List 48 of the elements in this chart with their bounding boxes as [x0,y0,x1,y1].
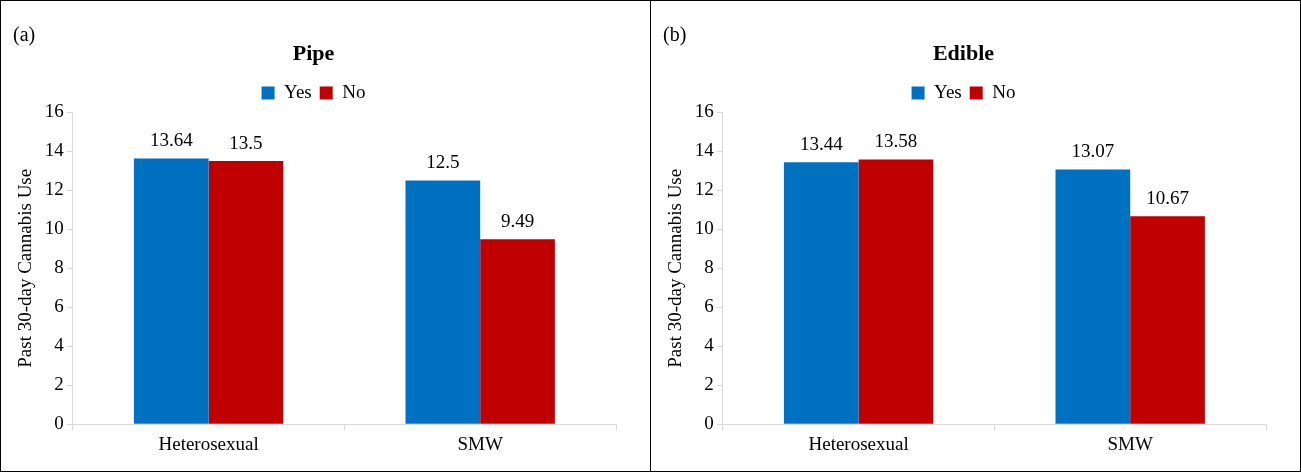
chart-title: Pipe [292,39,335,65]
y-tick-label: 12 [694,178,714,200]
y-tick-label: 12 [44,178,64,200]
y-tick-label: 14 [44,139,65,161]
data-label: 12.5 [426,151,460,173]
legend-label: Yes [284,80,312,102]
y-tick-label: 0 [54,412,64,434]
text: (b) [663,23,687,46]
bar [783,162,859,424]
bar [405,180,481,424]
legend-label: No [342,80,366,102]
legend-label: No [992,80,1016,102]
data-label: 13.44 [799,132,844,154]
data-label: 13.07 [1071,139,1115,161]
x-tick-label: Heterosexual [158,432,259,454]
y-tick-label: 16 [44,100,64,122]
data-label: 13.58 [874,130,918,152]
x-tick-label: Heterosexual [808,432,909,454]
y-tick-label: 16 [694,100,714,122]
legend-label: Yes [934,80,962,102]
y-tick-label: 10 [44,217,64,239]
y-tick-label: 4 [704,334,715,356]
x-tick-label: SMW [457,432,503,454]
chart-title: Edible [932,39,995,65]
bar [208,161,284,424]
y-tick-label: 6 [704,295,714,317]
y-tick-label: 8 [54,256,64,278]
bar [133,158,209,424]
data-label: 13.64 [149,128,194,150]
y-tick-label: 10 [694,217,714,239]
bar [480,239,555,424]
y-tick-label: 4 [54,334,65,356]
x-tick-label: SMW [1107,432,1153,454]
data-label: 13.5 [229,131,263,153]
y-tick-label: 8 [704,256,714,278]
text: (a) [13,23,36,46]
y-tick-label: 2 [54,373,64,395]
y-tick-label: 6 [54,295,64,317]
data-label: 9.49 [500,209,535,231]
y-axis-title: Past 30-day Cannabis Use [664,168,686,368]
data-label: 10.67 [1146,186,1189,208]
bar [1130,216,1205,424]
bar [1055,169,1131,424]
y-axis-title: Past 30-day Cannabis Use [14,168,36,368]
y-tick-label: 0 [704,412,714,434]
bar [858,159,934,424]
y-tick-label: 2 [704,373,714,395]
y-tick-label: 14 [694,139,715,161]
